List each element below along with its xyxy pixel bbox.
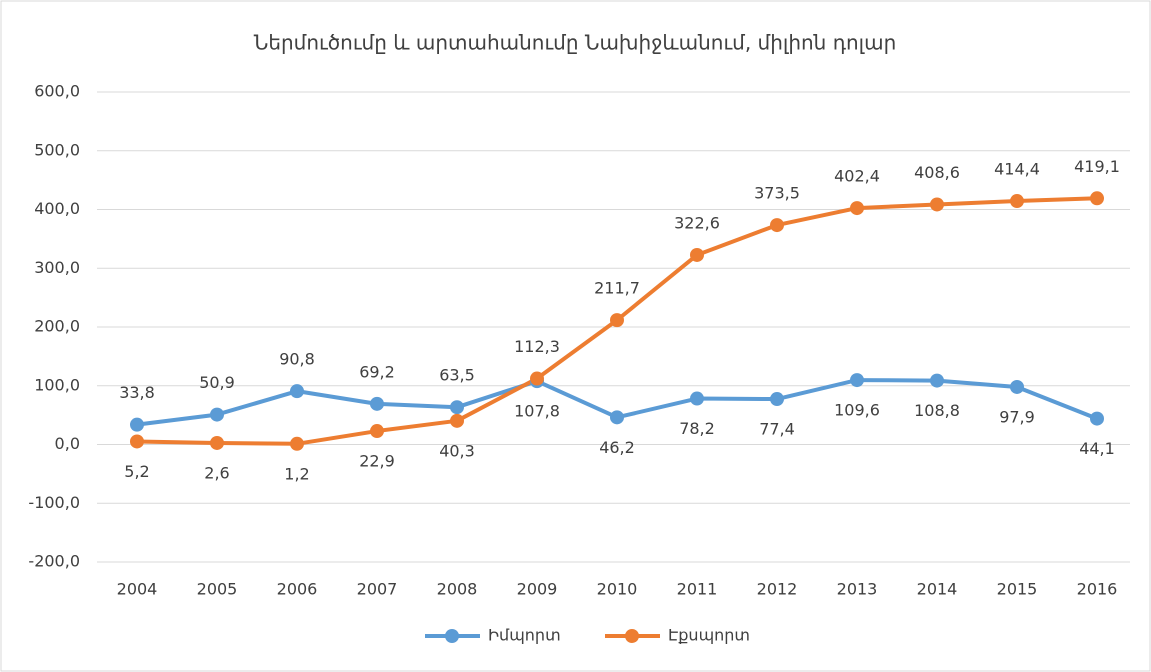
point [290,384,304,399]
point [530,371,544,386]
data-label: 63,5 [439,366,475,385]
data-label: 107,8 [514,402,560,421]
data-label: 33,8 [119,383,155,402]
point [610,313,624,328]
point [930,373,944,388]
point [210,435,224,450]
data-label: 2,6 [204,463,229,482]
x-tick-label: 2015 [997,580,1038,599]
data-label: 322,6 [674,213,720,232]
data-label: 44,1 [1079,439,1115,458]
point [850,373,864,388]
x-tick-label: 2009 [517,580,558,599]
data-label: 90,8 [279,350,315,369]
x-tick-label: 2014 [917,580,958,599]
x-tick-label: 2006 [277,580,318,599]
legend-label: Իմպորտ [488,626,561,645]
x-tick-label: 2007 [357,580,398,599]
data-label: 408,6 [914,163,960,182]
point [1010,194,1024,209]
point [770,392,784,407]
point [770,218,784,233]
data-label: 5,2 [124,462,149,481]
data-label: 50,9 [199,373,235,392]
x-tick-label: 2008 [437,580,478,599]
x-tick-label: 2004 [117,580,158,599]
y-tick-label: 500,0 [34,140,80,159]
x-tick-label: 2016 [1077,580,1118,599]
data-label: 78,2 [679,419,715,438]
legend-label: Էքսպորտ [668,626,750,645]
y-tick-label: 400,0 [34,199,80,218]
point [290,436,304,451]
point [610,410,624,425]
data-label: 1,2 [284,464,309,483]
data-label: 211,7 [594,279,640,298]
point [1010,379,1024,394]
data-label: 419,1 [1074,157,1120,176]
data-label: 69,2 [359,362,395,381]
point [1090,191,1104,206]
point [1090,411,1104,426]
point [450,400,464,415]
data-label: 112,3 [514,337,560,356]
point [850,201,864,216]
data-label: 414,4 [994,160,1040,179]
legend-marker [625,629,639,643]
x-tick-label: 2005 [197,580,238,599]
x-tick-label: 2011 [677,580,718,599]
y-tick-label: -100,0 [28,493,80,512]
data-label: 97,9 [999,407,1035,426]
data-label: 40,3 [439,441,475,460]
point [450,413,464,428]
y-tick-label: 100,0 [34,375,80,394]
point [210,407,224,422]
y-tick-label: 0,0 [55,434,80,453]
legend-marker [445,629,459,643]
point [130,434,144,449]
point [130,417,144,432]
chart-title: Ներմուծումը և արտահանումը Նախիջևանում, մ… [254,31,897,55]
data-label: 22,9 [359,452,395,471]
point [370,396,384,411]
y-tick-label: 300,0 [34,258,80,277]
data-label: 373,5 [754,184,800,203]
x-tick-label: 2012 [757,580,798,599]
data-label: 402,4 [834,167,880,186]
data-label: 77,4 [759,420,795,439]
point [690,391,704,406]
point [690,247,704,262]
y-tick-label: 600,0 [34,82,80,101]
y-tick-label: 200,0 [34,317,80,336]
x-tick-label: 2013 [837,580,878,599]
data-label: 109,6 [834,401,880,420]
point [370,424,384,439]
point [930,197,944,212]
data-label: 108,8 [914,401,960,420]
y-tick-label: -200,0 [28,552,80,571]
data-label: 46,2 [599,438,635,457]
x-tick-label: 2010 [597,580,638,599]
